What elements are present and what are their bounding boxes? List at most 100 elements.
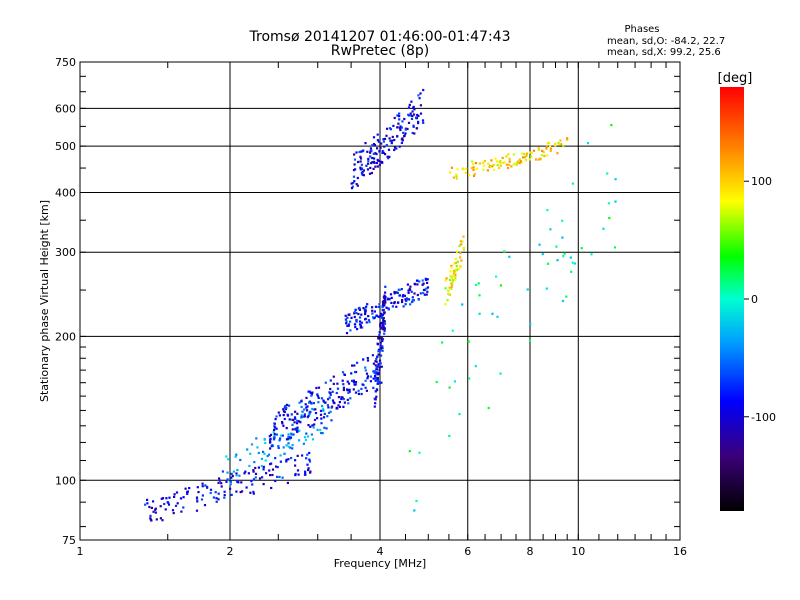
- colorbar-ticks: 100 0 -100: [744, 175, 776, 424]
- data-point: [279, 434, 283, 437]
- data-point: [304, 438, 308, 442]
- data-point: [275, 415, 278, 418]
- data-point: [405, 299, 408, 303]
- data-point: [448, 434, 451, 437]
- data-point: [264, 441, 267, 445]
- data-point: [350, 187, 354, 190]
- data-point: [391, 305, 394, 308]
- data-point: [508, 160, 511, 163]
- data-point: [354, 326, 357, 329]
- data-point: [353, 315, 356, 319]
- data-point: [285, 458, 288, 461]
- data-point: [507, 153, 510, 156]
- data-point: [537, 146, 540, 150]
- data-point: [310, 393, 313, 396]
- data-point: [426, 278, 429, 281]
- data-point: [499, 160, 502, 163]
- data-point: [182, 506, 185, 509]
- data-point: [366, 357, 369, 360]
- data-point: [541, 149, 544, 153]
- data-point: [349, 329, 352, 332]
- data-point: [383, 294, 386, 297]
- data-point: [274, 479, 277, 483]
- data-point: [499, 284, 502, 287]
- data-point: [238, 474, 241, 477]
- chart-subtitle: RwPretec (8p): [331, 43, 429, 59]
- data-point: [230, 472, 233, 475]
- data-point: [425, 293, 428, 296]
- data-point: [367, 162, 370, 165]
- data-point: [359, 155, 362, 158]
- data-point: [545, 147, 548, 150]
- data-point: [565, 295, 568, 298]
- data-point: [418, 97, 421, 100]
- data-point: [383, 311, 386, 314]
- data-point: [307, 414, 310, 417]
- data-point: [308, 458, 311, 461]
- data-point: [422, 291, 425, 295]
- data-point: [367, 160, 370, 163]
- data-point: [366, 375, 370, 378]
- data-point: [447, 289, 450, 292]
- data-point: [508, 157, 511, 160]
- data-point: [321, 407, 325, 410]
- data-point: [407, 121, 411, 124]
- data-point: [377, 159, 380, 163]
- data-point: [355, 183, 358, 186]
- data-point: [381, 326, 384, 329]
- data-point: [416, 283, 419, 286]
- data-point: [150, 506, 153, 509]
- data-point: [301, 410, 304, 413]
- data-point: [400, 141, 403, 144]
- data-point: [408, 103, 411, 106]
- data-point: [501, 156, 504, 159]
- data-point: [554, 144, 557, 147]
- data-point: [461, 240, 464, 243]
- data-point: [273, 432, 276, 436]
- data-point: [346, 316, 349, 319]
- data-point: [347, 382, 351, 385]
- data-point: [452, 272, 456, 275]
- data-point: [361, 173, 364, 176]
- data-point: [559, 139, 562, 142]
- data-point: [326, 404, 329, 407]
- data-point: [472, 174, 476, 177]
- data-point: [287, 445, 290, 448]
- data-point: [416, 279, 419, 282]
- data-point: [215, 500, 218, 503]
- data-point: [411, 110, 414, 113]
- data-point: [286, 481, 289, 484]
- data-point: [353, 364, 356, 367]
- data-point: [267, 453, 271, 456]
- data-point: [382, 302, 385, 305]
- data-point: [375, 395, 378, 398]
- data-point: [319, 409, 323, 412]
- data-point: [378, 303, 381, 306]
- data-point: [537, 158, 540, 161]
- data-point: [417, 298, 420, 301]
- data-point: [417, 120, 420, 123]
- data-point: [448, 293, 451, 296]
- data-point: [320, 397, 323, 400]
- data-point: [309, 391, 312, 394]
- data-point: [369, 151, 372, 154]
- data-point: [369, 166, 372, 169]
- data-point: [373, 369, 376, 373]
- data-point: [273, 428, 276, 431]
- data-point: [379, 160, 382, 163]
- data-point: [373, 405, 376, 408]
- data-point: [388, 298, 391, 301]
- data-point: [250, 480, 253, 483]
- data-point: [472, 168, 475, 171]
- data-point: [186, 490, 189, 493]
- data-point: [467, 340, 470, 343]
- data-point: [497, 161, 500, 164]
- data-point: [378, 362, 381, 365]
- data-point: [393, 291, 396, 294]
- data-point: [275, 433, 278, 436]
- data-point: [353, 153, 356, 156]
- data-point: [393, 292, 396, 295]
- data-point: [302, 442, 305, 445]
- data-point: [450, 276, 453, 279]
- data-point: [359, 166, 362, 169]
